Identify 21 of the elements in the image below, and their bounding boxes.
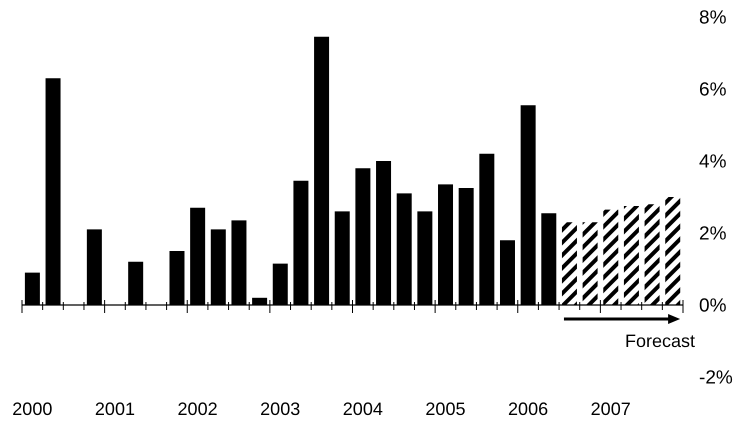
- y-tick-label: 8%: [699, 8, 727, 29]
- x-tick-label: 2007: [590, 399, 631, 419]
- y-tick-label: 4%: [699, 152, 727, 173]
- x-tick-label: 2001: [94, 399, 135, 419]
- y-tick-label: 2%: [699, 224, 727, 245]
- y-tick-label: 0%: [699, 296, 727, 317]
- annotation: Forecast: [624, 331, 695, 351]
- bar: [603, 210, 618, 305]
- x-tick-label: 2004: [342, 399, 383, 419]
- x-tick-label: 2000: [12, 399, 52, 419]
- x-tick-label: 2002: [178, 399, 218, 419]
- x-tick-label: 2003: [260, 399, 300, 419]
- x-tick-label: 2006: [508, 399, 548, 419]
- bar: [665, 197, 680, 305]
- bar: [644, 204, 660, 305]
- bar: [582, 222, 598, 305]
- y-tick-label: -2%: [699, 368, 733, 389]
- y-tick-label: 6%: [699, 80, 727, 101]
- x-tick-label: 2005: [425, 399, 466, 419]
- bar: [624, 206, 639, 305]
- bar: [562, 222, 577, 305]
